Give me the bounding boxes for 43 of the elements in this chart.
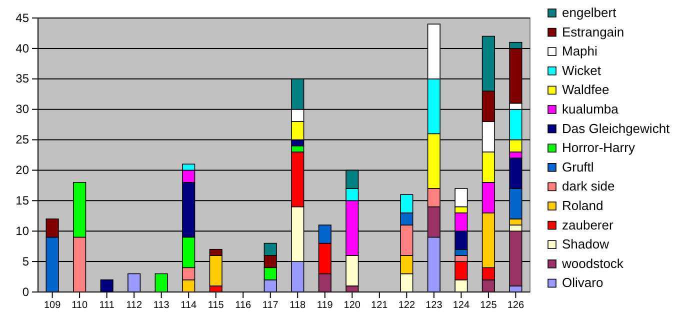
y-tick-label: 25	[16, 132, 30, 147]
x-tick-label: 123	[426, 300, 443, 312]
x-tick-label: 116	[235, 300, 252, 312]
y-tick-label: 35	[16, 72, 30, 86]
x-tick-label: 119	[316, 300, 334, 312]
y-tick-label: 30	[16, 102, 30, 116]
x-tick-label: 112	[126, 300, 142, 312]
legend-label: engelbert	[562, 5, 617, 20]
x-tick-label: 126	[507, 300, 524, 312]
legend-label: Estrangain	[562, 24, 624, 40]
x-tick-label: 110	[72, 300, 88, 312]
legend-label: Das Gleichgewicht	[562, 120, 670, 136]
legend-label: Horror-Harry	[562, 140, 636, 156]
x-tick-label: 111	[99, 300, 115, 312]
y-tick-label: 15	[16, 194, 30, 208]
legend-label: woodstock	[561, 256, 624, 271]
x-tick-label: 113	[153, 300, 170, 312]
y-tick-label: 5	[22, 254, 30, 268]
x-tick-label: 124	[452, 300, 470, 312]
legend-label: Wicket	[562, 62, 602, 78]
legend-label: Shadow	[562, 236, 610, 252]
x-tick-label: 115	[208, 300, 224, 312]
legend-label: Gruftl	[562, 159, 594, 174]
x-tick-label: 117	[262, 300, 279, 312]
legend-label: kualumba	[562, 102, 620, 116]
x-tick-label: 114	[180, 300, 198, 312]
legend-label: Waldfee	[562, 82, 610, 98]
x-tick-label: 109	[44, 300, 62, 312]
x-tick-label: 122	[398, 300, 416, 312]
legend-label: zauberer	[562, 217, 614, 232]
legend-label: Olivaro	[562, 275, 604, 290]
y-tick-label: 10	[16, 224, 30, 238]
y-tick-label: 0	[22, 284, 30, 299]
x-tick-label: 121	[371, 300, 388, 312]
legend-label: Maphi	[562, 44, 598, 59]
y-tick-label: 20	[16, 163, 30, 178]
x-tick-label: 120	[344, 300, 361, 312]
legend-label: dark side	[562, 178, 615, 194]
x-tick-label: 125	[480, 300, 498, 312]
y-tick-label: 45	[16, 10, 30, 25]
x-tick-label: 118	[290, 300, 306, 312]
y-tick-label: 40	[16, 41, 30, 56]
legend-label: Roland	[562, 198, 604, 213]
